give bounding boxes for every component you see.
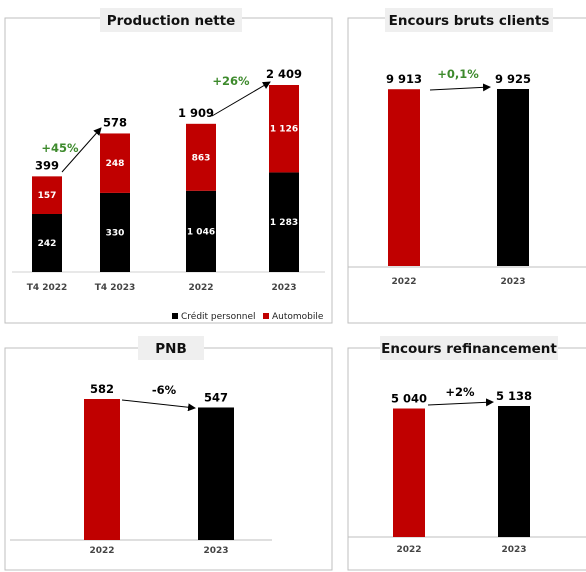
legend-label-credit: Crédit personnel <box>181 311 256 322</box>
bar-automobile <box>32 176 62 214</box>
change-label: +0,1% <box>437 67 479 81</box>
bar <box>198 407 234 540</box>
title-box <box>380 336 558 360</box>
bar-automobile <box>186 123 216 191</box>
x-tick-label: 2023 <box>500 277 525 287</box>
panel-production-nette: Production nette 242 157 399 T4 2022 330 248 5… <box>4 8 333 324</box>
total-label: 2 409 <box>266 67 302 81</box>
change-arrow <box>427 398 494 407</box>
change-label: -6% <box>152 383 177 397</box>
x-tick-label: 2023 <box>203 546 228 556</box>
segment-label: 1 046 <box>187 227 215 237</box>
legend-label-auto: Automobile <box>272 312 324 322</box>
segment-label: 1 283 <box>270 218 298 228</box>
change-arrow <box>121 399 196 412</box>
chart-title: Encours bruts clients <box>389 13 550 29</box>
total-label: 1 909 <box>178 106 214 120</box>
chart-title: Encours refinancement <box>381 341 557 357</box>
chart-title: PNB <box>155 341 186 357</box>
bar <box>388 89 420 266</box>
title-box <box>385 8 553 32</box>
legend: Crédit personnel Automobile <box>172 311 324 322</box>
x-tick-label: 2022 <box>89 546 114 556</box>
growth-arrow <box>211 81 271 117</box>
value-label: 5 040 <box>391 391 427 405</box>
segment-label: 1 126 <box>270 125 298 135</box>
bar <box>498 406 530 537</box>
bars: 582 2022 547 2023 -6% <box>84 382 234 556</box>
chart-title: Production nette <box>107 13 236 29</box>
stacked-bars: 242 157 399 T4 2022 330 248 578 T4 2023 1 046 863… <box>27 67 302 293</box>
x-tick-label: 2023 <box>271 283 296 293</box>
value-label: 547 <box>204 390 228 404</box>
title-box <box>138 336 204 360</box>
bars: 9 913 2022 9 925 2023 +0,1% <box>386 67 531 287</box>
growth-label: +26% <box>212 74 250 88</box>
bar-automobile <box>269 85 299 173</box>
bar <box>84 399 120 540</box>
bar-credit-personnel <box>186 190 216 272</box>
x-tick-label: 2022 <box>391 277 416 287</box>
panel-encours-refinancement: Encours refinancement 5 040 2022 5 138 2023… <box>347 336 586 571</box>
x-tick-label: 2023 <box>501 545 526 555</box>
panel-frame <box>347 17 586 324</box>
segment-label: 863 <box>192 153 211 163</box>
value-label: 582 <box>90 382 114 396</box>
value-label: 9 925 <box>495 72 531 86</box>
panel-pnb: PNB 582 2022 547 2023 -6% <box>4 336 333 571</box>
x-tick-label: 2022 <box>188 283 213 293</box>
segment-label: 248 <box>106 159 125 169</box>
bar-automobile <box>100 133 130 193</box>
growth-arrow <box>61 127 102 173</box>
segment-label: 242 <box>38 239 57 249</box>
value-label: 9 913 <box>386 72 422 86</box>
x-tick-label: T4 2022 <box>27 283 68 293</box>
x-tick-label: T4 2023 <box>95 283 136 293</box>
panel-frame <box>4 347 333 571</box>
bar-credit-personnel <box>32 213 62 272</box>
title-box <box>100 8 242 32</box>
change-label: +2% <box>445 385 475 399</box>
segment-label: 330 <box>106 228 125 238</box>
growth-label: +45% <box>41 141 79 155</box>
legend-swatch-auto <box>263 313 269 319</box>
x-tick-label: 2022 <box>396 545 421 555</box>
value-label: 5 138 <box>496 389 532 403</box>
bar-credit-personnel <box>100 192 130 272</box>
bar-credit-personnel <box>269 172 299 272</box>
change-arrow <box>429 83 491 92</box>
bar <box>393 408 425 537</box>
legend-swatch-credit <box>172 313 178 319</box>
total-label: 578 <box>103 115 127 129</box>
bars: 5 040 2022 5 138 2023 +2% <box>391 385 532 555</box>
total-label: 399 <box>35 158 59 172</box>
bar <box>497 89 529 266</box>
segment-label: 157 <box>38 191 57 201</box>
panel-encours-bruts-clients: Encours bruts clients 9 913 2022 9 925 2023… <box>347 8 586 324</box>
